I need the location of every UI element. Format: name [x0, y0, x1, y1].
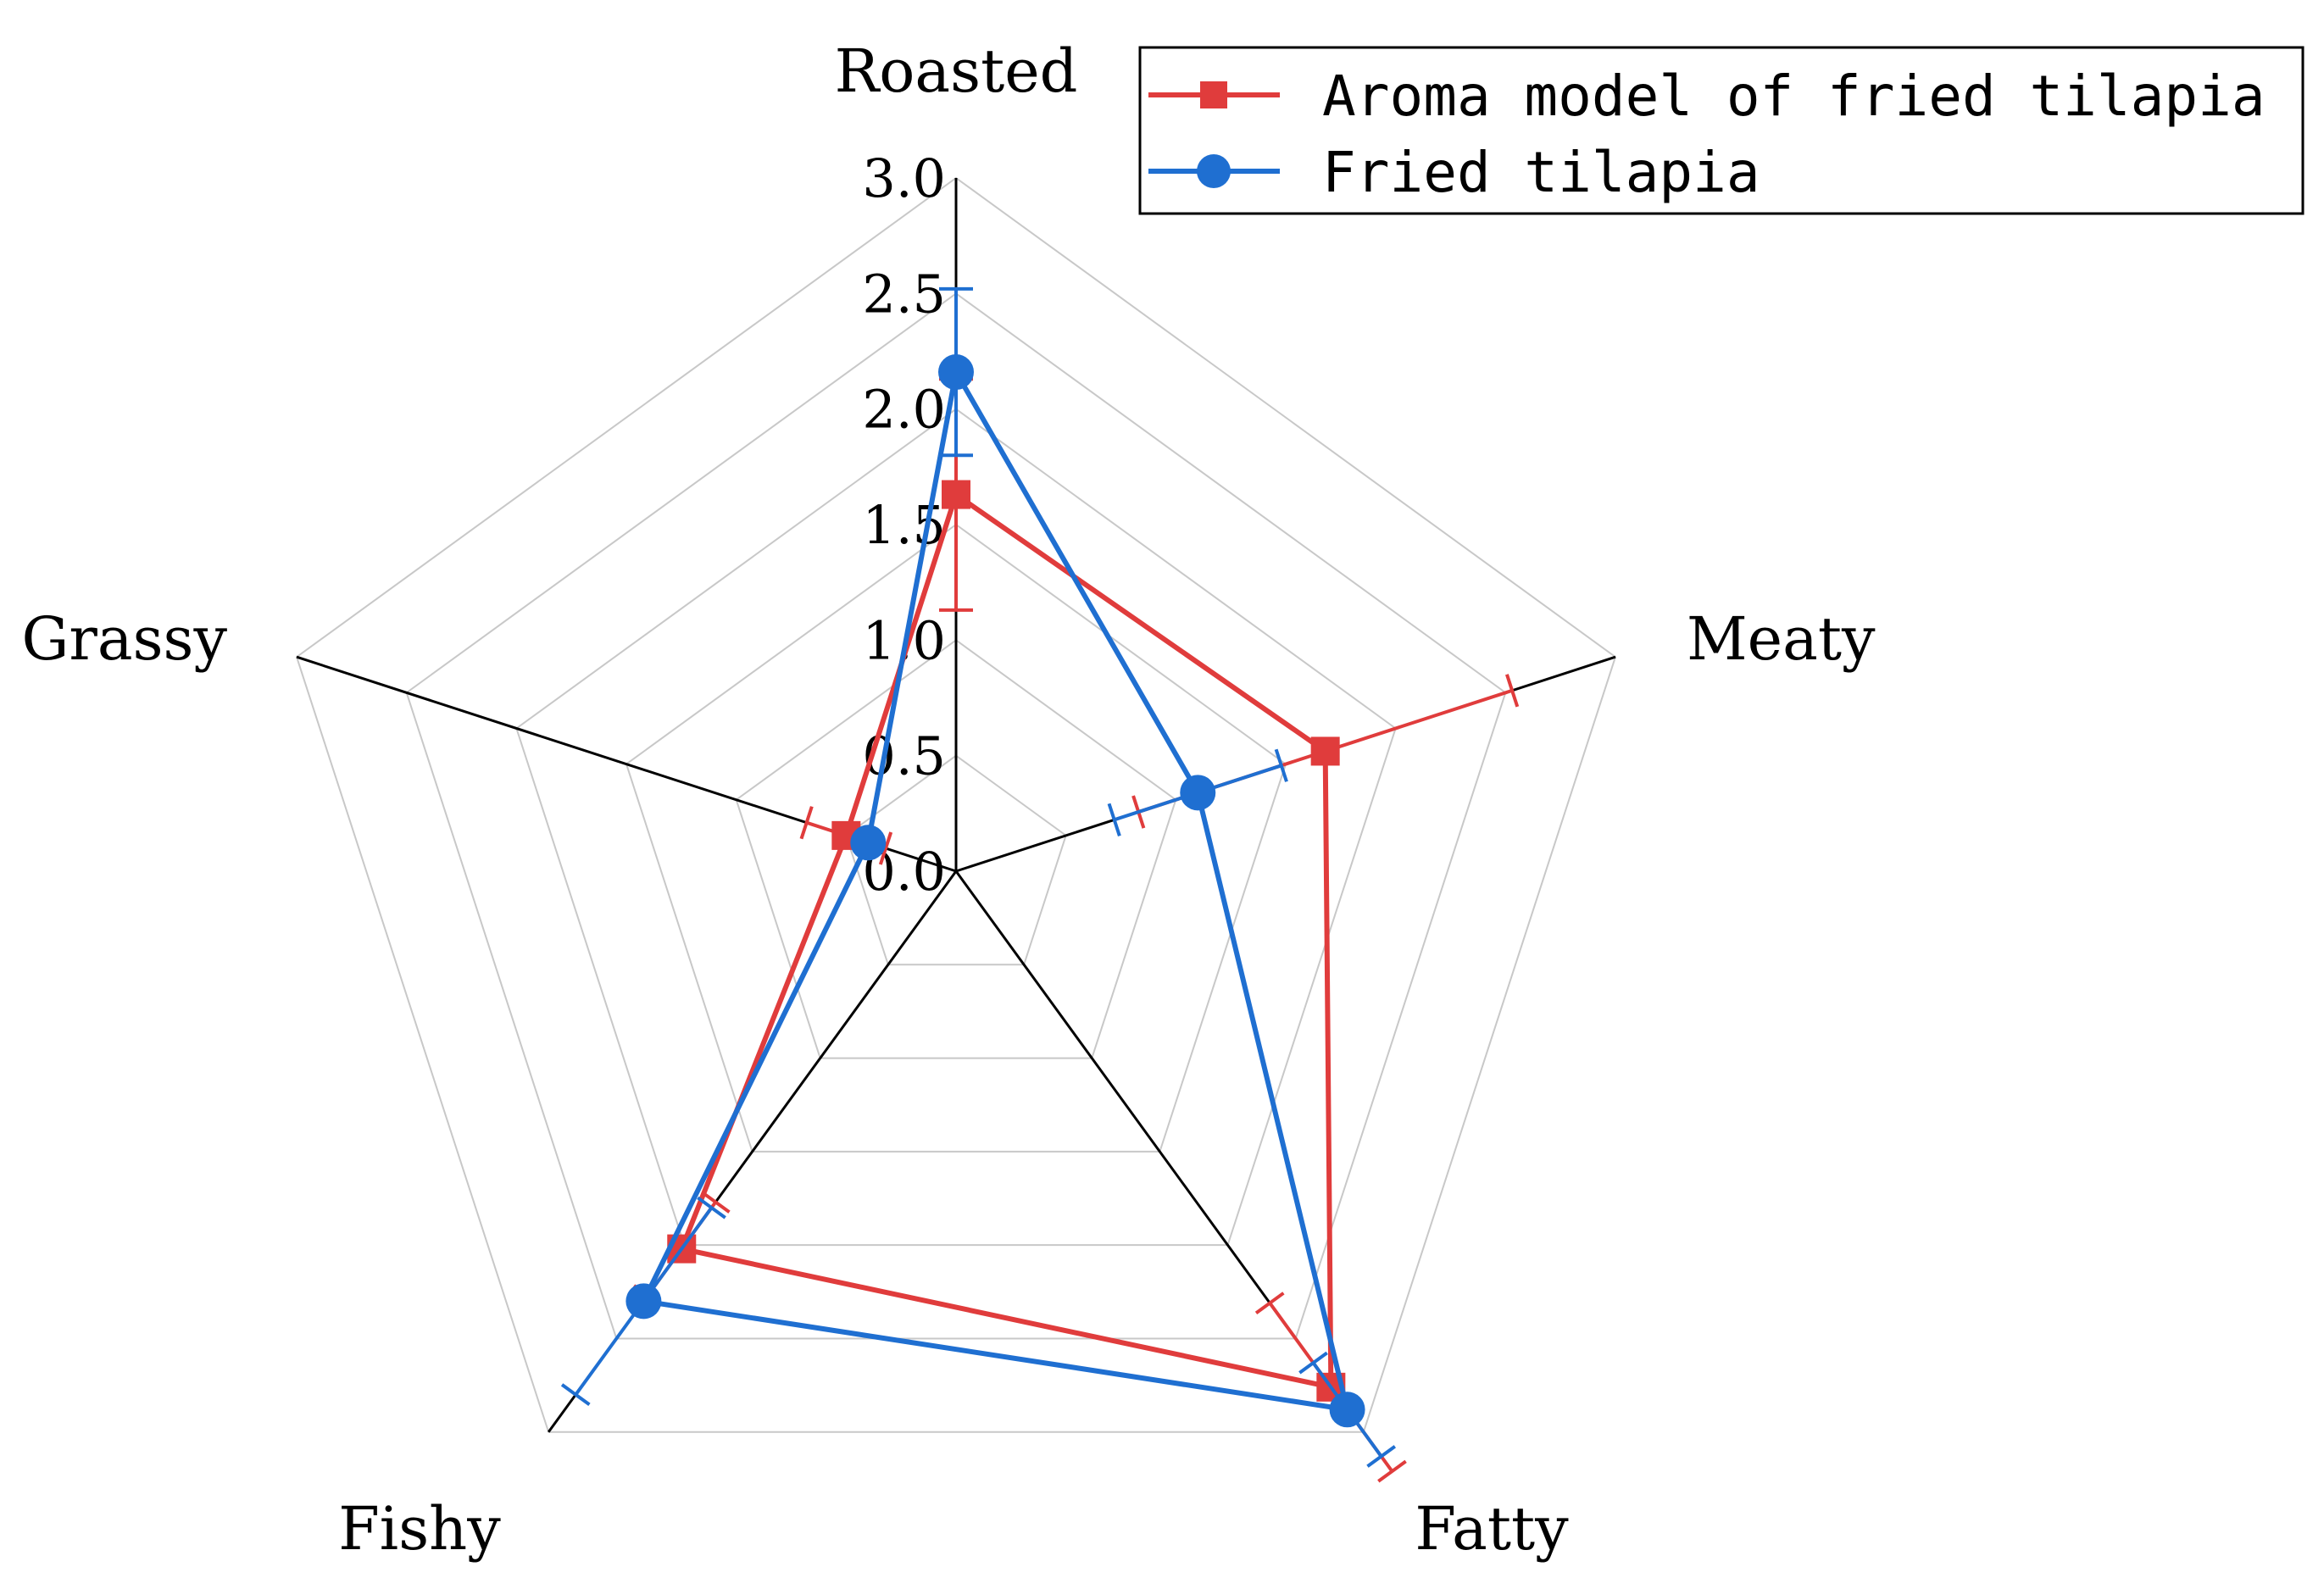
tick-label: 2.0 — [862, 379, 946, 441]
grid-ring — [845, 754, 1067, 966]
error-cap — [878, 831, 893, 865]
category-label-fishy: Fishy — [338, 1494, 501, 1564]
radial-tick-labels: 0.00.51.01.52.02.53.0 — [862, 147, 946, 903]
data-point-circle — [625, 1283, 662, 1320]
legend-box — [1138, 46, 2305, 215]
radar-grid — [295, 176, 1617, 1433]
grid-ring — [735, 639, 1177, 1059]
legend: Aroma model of fried tilapia Fried tilap… — [1138, 46, 2305, 215]
error-cap — [1505, 674, 1520, 708]
tick-label: 3.0 — [862, 147, 946, 209]
data-point-circle — [1329, 1392, 1365, 1428]
legend-label-series-1: Aroma model of fried tilapia — [1322, 64, 2266, 129]
tick-label: 2.5 — [862, 263, 946, 325]
error-cap — [1274, 748, 1288, 782]
data-point-square — [942, 480, 970, 509]
error-cap — [560, 1383, 591, 1407]
error-cap — [1254, 1292, 1285, 1314]
error-cap — [799, 806, 814, 840]
grid-ring — [295, 176, 1617, 1433]
grid-ring — [515, 408, 1397, 1247]
category-label-grassy: Grassy — [21, 604, 227, 674]
series-line — [679, 492, 1334, 1390]
series-1 — [632, 377, 1520, 1483]
category-labels: Roasted Meaty Fatty Fishy Grassy — [21, 36, 1875, 1564]
data-point-square — [1310, 736, 1340, 766]
error-cap — [1298, 1351, 1328, 1375]
category-label-roasted: Roasted — [835, 36, 1078, 106]
radar-series — [560, 286, 1520, 1483]
grid-ring — [625, 523, 1287, 1153]
data-point-circle — [850, 825, 887, 861]
category-label-meaty: Meaty — [1687, 604, 1876, 674]
series-line — [641, 369, 1350, 1413]
error-cap — [1377, 1459, 1407, 1483]
data-point-circle — [938, 354, 974, 391]
error-cap — [700, 1191, 731, 1214]
error-cap — [1107, 803, 1121, 836]
legend-marker-square — [1200, 81, 1227, 108]
error-cap — [697, 1196, 726, 1220]
category-label-fatty: Fatty — [1415, 1494, 1569, 1564]
data-point-circle — [1180, 775, 1216, 811]
legend-label-series-2: Fried tilapia — [1322, 140, 1760, 205]
error-cap — [1366, 1445, 1396, 1468]
legend-marker-circle — [1197, 154, 1231, 188]
series-2 — [560, 286, 1396, 1468]
grid-ring — [405, 292, 1507, 1340]
tick-label: 0.5 — [862, 725, 946, 787]
